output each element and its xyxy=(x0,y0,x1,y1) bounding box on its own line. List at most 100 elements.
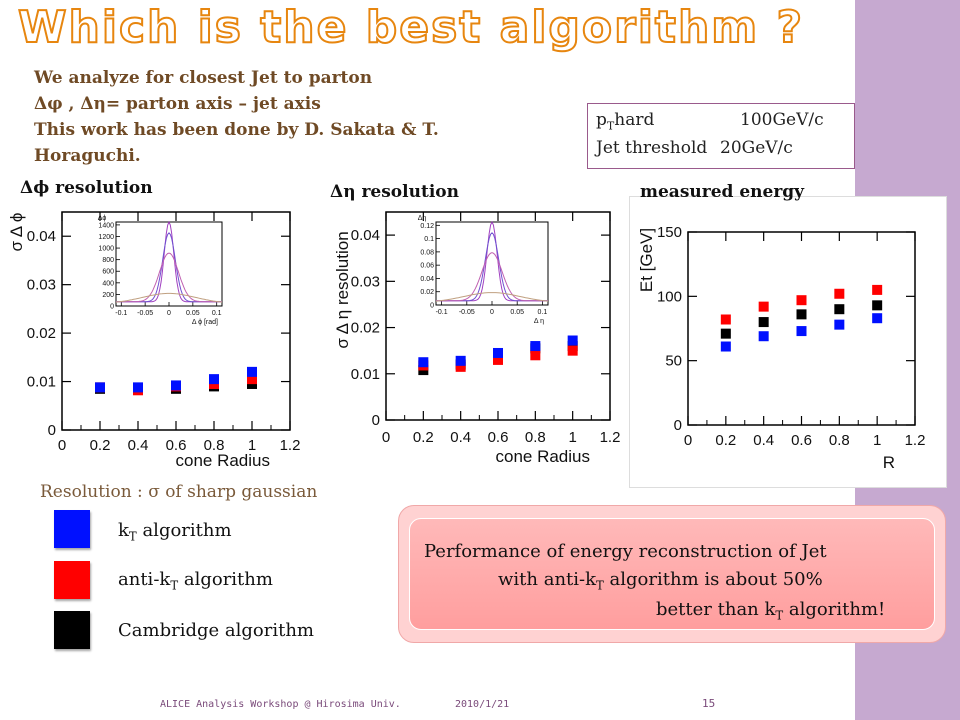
antikt-marker xyxy=(872,284,883,295)
y-tick-label: 0.04 xyxy=(351,227,380,244)
inset-curve xyxy=(436,252,548,302)
inset-y-axis-label: Δη xyxy=(418,215,427,222)
inset-x-tick-label: -0.05 xyxy=(459,309,475,316)
x-tick-label: 1 xyxy=(568,429,576,446)
kt-marker xyxy=(95,382,105,393)
cambridge-swatch xyxy=(54,611,90,649)
x-tick-label: 0.2 xyxy=(90,437,111,454)
y-tick-label: 0.02 xyxy=(27,325,56,342)
inset-y-tick-label: 0.1 xyxy=(424,236,434,243)
x-tick-label: 1.2 xyxy=(600,429,621,446)
pt-hard-value: 100GeV/c xyxy=(740,110,824,130)
inset-frame xyxy=(115,221,223,307)
x-tick-label: 1 xyxy=(248,437,256,454)
kt-swatch xyxy=(54,510,90,548)
kt-marker xyxy=(133,382,143,393)
cambridge-marker xyxy=(834,304,845,315)
x-tick-label: 1.2 xyxy=(905,432,926,449)
footer-workshop: ALICE Analysis Workshop @ Hirosima Univ. xyxy=(160,699,401,710)
chart-2: 0 0.2 0.4 0.6 0.8 1 1.2 0 50 100 150 R Et [GeV] xyxy=(637,224,925,472)
antikt-marker xyxy=(720,314,731,325)
inset-x-tick-label: 0.1 xyxy=(538,309,548,316)
antikt-marker xyxy=(493,354,503,365)
x-tick-label: 1.2 xyxy=(280,437,301,454)
inset-x-tick-label: -0.05 xyxy=(137,310,153,317)
x-tick-label: 0 xyxy=(684,432,692,449)
x-axis-label: cone Radius xyxy=(495,447,590,466)
antikt-swatch xyxy=(54,561,90,599)
antikt-marker xyxy=(796,295,807,306)
x-tick-label: 0 xyxy=(382,429,390,446)
measured-energy-label: measured energy xyxy=(640,182,805,202)
footer-date: 2010/1/21 xyxy=(455,699,510,710)
inset-y-tick-label: 1000 xyxy=(98,246,114,253)
callout-line-2b: algorithm is about 50% xyxy=(603,569,823,590)
inset-x-axis-label: Δ η xyxy=(534,318,544,325)
kt-marker xyxy=(720,341,731,352)
inset-y-tick-label: 200 xyxy=(102,292,114,299)
inset-broad-curve xyxy=(435,292,549,302)
y-tick-label: 0.01 xyxy=(27,374,56,391)
pt-hard-label: hard xyxy=(614,110,655,130)
inset-y-tick-label: 0 xyxy=(110,304,114,311)
jet-threshold-label: Jet threshold xyxy=(596,138,708,158)
x-tick-label: 0.2 xyxy=(715,432,736,449)
inset-y-tick-label: 1200 xyxy=(98,234,114,241)
cambridge-legend-label: Cambridge algorithm xyxy=(118,620,314,641)
y-tick-label: 0.01 xyxy=(351,366,380,383)
inset-0: -0.1 -0.05 0 0.05 0.1 0 200 400 600 800 1000 1200 14… xyxy=(98,215,223,326)
callout-line-3b: algorithm! xyxy=(783,599,886,620)
inset-y-tick-label: 0 xyxy=(430,303,434,310)
inset-x-tick-label: 0.1 xyxy=(212,310,222,317)
intro-line-4: Horaguchi. xyxy=(34,146,141,166)
inset-broad-curve xyxy=(115,292,223,303)
inset-1: -0.1 -0.05 0 0.05 0.1 0 0.02 0.04 0.06 0.08 0.1 0.1… xyxy=(418,215,549,325)
x-tick-label: 0.8 xyxy=(204,437,225,454)
inset-x-axis-label: Δ ϕ [rad] xyxy=(192,319,218,326)
conclusion-callout: Performance of energy reconstruction of … xyxy=(398,505,946,643)
kt-marker xyxy=(567,335,578,346)
kt-legend-text: algorithm xyxy=(142,520,232,541)
kt-marker xyxy=(209,374,219,385)
chart-0: 0 0.2 0.4 0.6 0.8 1 1.2 0 0.01 0.02 0.03 0.04 cone R… xyxy=(7,211,301,470)
callout-line-2a: with anti-k xyxy=(498,569,597,590)
y-tick-label: 0.03 xyxy=(351,273,380,290)
resolution-legend-heading: Resolution : σ of sharp gaussian xyxy=(40,482,318,502)
inset-y-tick-label: 600 xyxy=(102,269,114,276)
energy-plot-panel xyxy=(630,197,946,487)
cambridge-marker xyxy=(758,317,769,328)
conclusion-callout-inner: Performance of energy reconstruction of … xyxy=(409,518,935,630)
x-tick-label: 0.8 xyxy=(829,432,850,449)
kt-marker xyxy=(493,347,503,358)
kt-marker xyxy=(171,380,181,391)
kt-legend-label: kT algorithm xyxy=(118,520,232,544)
inset-y-tick-label: 0.06 xyxy=(420,263,434,270)
callout-line-1: Performance of energy reconstruction of … xyxy=(424,541,827,562)
footer-page-number: 15 xyxy=(702,697,716,710)
inset-x-tick-label: -0.1 xyxy=(115,310,127,317)
kt-marker xyxy=(247,366,257,377)
kt-marker xyxy=(455,355,466,366)
cambridge-marker xyxy=(872,300,883,311)
inset-curve xyxy=(116,252,222,303)
phi-resolution-label: Δϕ resolution xyxy=(20,178,153,198)
y-axis-label: σ Δ ϕ xyxy=(7,213,26,252)
inset-y-axis-label: Δϕ xyxy=(98,215,107,222)
x-tick-label: 0.8 xyxy=(525,429,546,446)
x-tick-label: 0.6 xyxy=(166,437,187,454)
chart-1: 0 0.2 0.4 0.6 0.8 1 1.2 0 0.01 0.02 0.03 0.04 cone R… xyxy=(333,211,621,466)
inset-y-tick-label: 800 xyxy=(102,257,114,264)
parameter-box: pThard 100GeV/c Jet threshold 20GeV/c xyxy=(587,103,855,169)
callout-line-2: with anti-kT algorithm is about 50% xyxy=(498,569,823,593)
kt-marker xyxy=(834,319,845,330)
y-tick-label: 50 xyxy=(665,353,682,370)
inset-y-tick-label: 0.08 xyxy=(420,249,434,256)
y-tick-label: 0 xyxy=(372,412,380,429)
antikt-marker xyxy=(834,288,845,299)
cambridge-marker xyxy=(796,309,807,320)
y-tick-label: 0 xyxy=(48,422,56,439)
inset-y-tick-label: 0.12 xyxy=(420,223,434,230)
intro-line-2: Δφ , Δη= parton axis – jet axis xyxy=(34,94,321,114)
x-tick-label: 0.4 xyxy=(450,429,471,446)
